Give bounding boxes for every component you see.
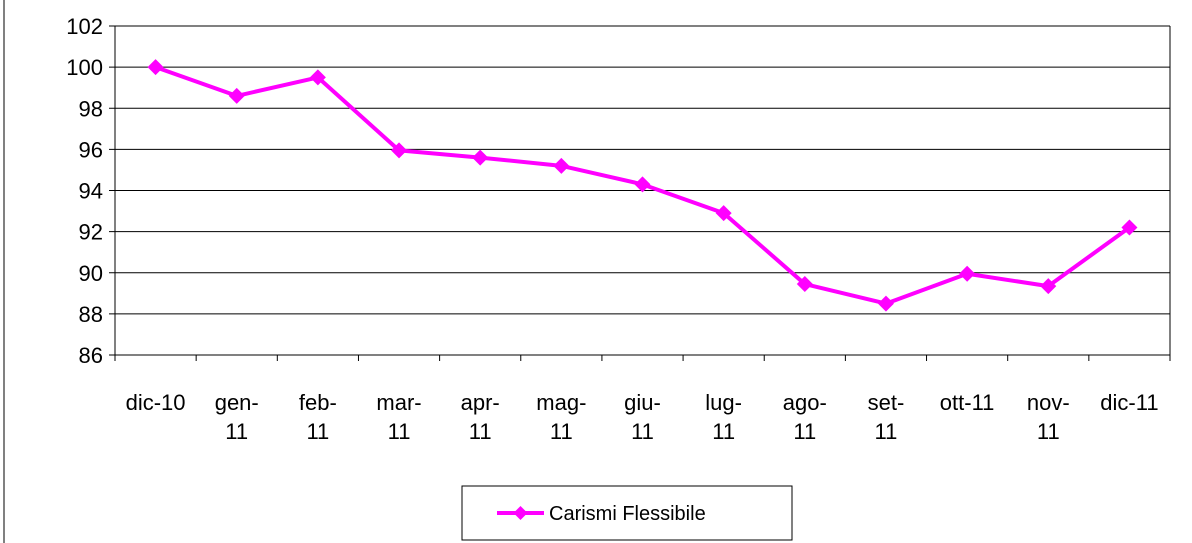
x-tick-label: dic-11 — [1100, 390, 1158, 415]
x-tick-label: 11 — [1037, 419, 1060, 444]
x-tick-label: giu- — [624, 390, 661, 415]
series — [147, 59, 1138, 312]
x-tick-label: apr- — [461, 390, 500, 415]
y-tick-label: 94 — [79, 179, 103, 204]
axes — [114, 26, 1170, 356]
x-tick-labels: dic-10 gen- 11 feb- 11 mar- 11 apr- 11 mag- 11 giu-… — [126, 390, 1159, 444]
y-tick-label: 88 — [79, 302, 103, 327]
legend-label: Carismi Flessibile — [549, 503, 706, 525]
x-tick-label: mag- — [536, 390, 586, 415]
y-tick-label: 96 — [79, 137, 103, 162]
data-point — [147, 59, 164, 76]
x-tick-label: 11 — [631, 419, 654, 444]
data-point — [391, 142, 408, 159]
data-point — [634, 176, 651, 193]
x-tick-label: 11 — [469, 419, 492, 444]
data-point — [796, 276, 813, 293]
x-tick-label: ott-11 — [940, 390, 995, 415]
data-point — [472, 149, 489, 166]
data-point — [877, 295, 894, 312]
x-tick-label: set- — [868, 390, 905, 415]
x-tick-label: gen- — [215, 390, 259, 415]
y-tick-label: 100 — [66, 55, 103, 80]
x-tick-label: 11 — [225, 419, 248, 444]
x-tick-label: 11 — [550, 419, 573, 444]
x-tick-label: lug- — [705, 390, 742, 415]
x-tick-label: 11 — [793, 419, 816, 444]
gridlines — [109, 25, 1171, 361]
data-point — [228, 87, 245, 104]
y-tick-label: 98 — [79, 96, 103, 121]
legend-marker-diamond — [513, 506, 528, 520]
data-point — [553, 157, 570, 174]
data-point — [309, 69, 326, 86]
x-tick-label: 11 — [388, 419, 411, 444]
x-tick-label: feb- — [299, 390, 337, 415]
x-tick-label: ago- — [783, 390, 827, 415]
legend: Carismi Flessibile — [461, 485, 793, 541]
y-tick-label: 90 — [79, 261, 103, 286]
x-tick-label: dic-10 — [126, 390, 186, 415]
data-point — [1121, 219, 1138, 236]
y-tick-label: 86 — [79, 343, 103, 368]
x-tick-label: 11 — [712, 419, 735, 444]
data-point — [1040, 278, 1057, 295]
data-point — [959, 265, 976, 282]
y-tick-label: 92 — [79, 220, 103, 245]
x-tick-label: 11 — [875, 419, 898, 444]
x-tick-label: nov- — [1027, 390, 1070, 415]
x-tick-label: 11 — [306, 419, 329, 444]
x-tick-label: mar- — [376, 390, 421, 415]
y-tick-labels: 86 88 90 92 94 96 98 100 102 — [66, 14, 103, 368]
y-tick-label: 102 — [66, 14, 103, 39]
data-point — [715, 205, 732, 222]
